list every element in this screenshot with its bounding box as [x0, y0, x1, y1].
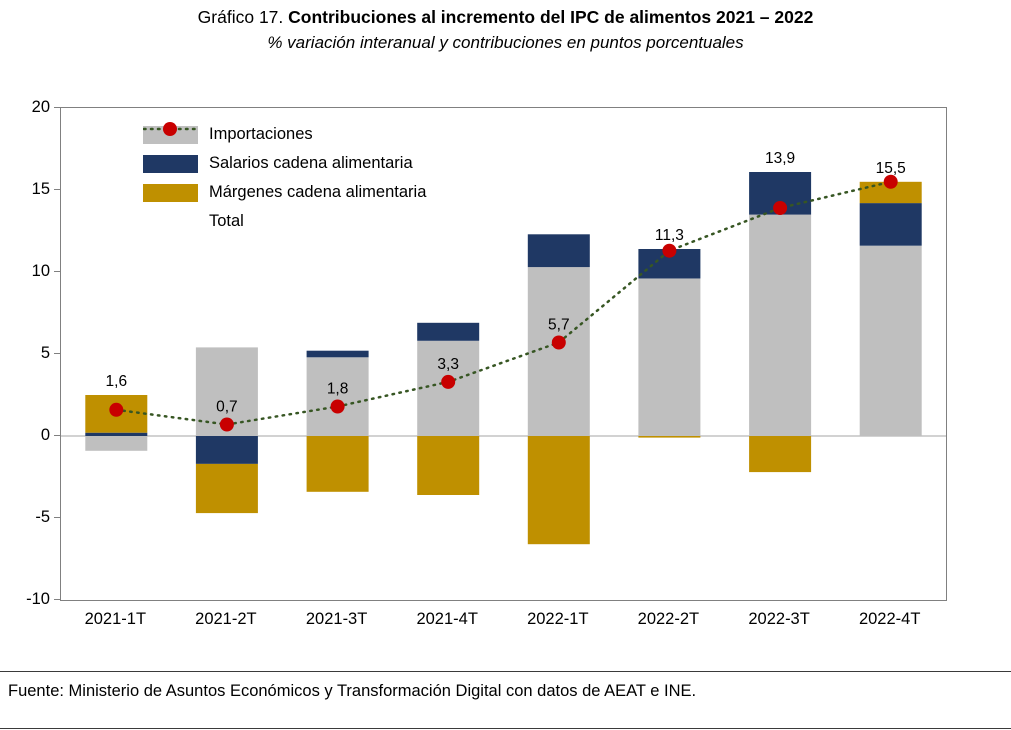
bar-segment: [195, 463, 258, 514]
data-label: 1,6: [106, 373, 128, 390]
y-tick-label: 10: [31, 262, 50, 280]
data-label: 13,9: [765, 150, 795, 167]
x-tick-label: 2021-4T: [416, 610, 478, 628]
bar-segment: [749, 436, 812, 473]
bar-segment: [859, 181, 922, 204]
bar-segment: [859, 203, 922, 246]
legend-label: Total: [209, 212, 244, 230]
total-marker: [109, 402, 124, 417]
x-tick-label: 2021-1T: [84, 610, 147, 628]
x-tick-label: 2021-2T: [195, 610, 257, 628]
y-tick-mark: [54, 517, 60, 518]
legend-item: Márgenes cadena alimentaria: [143, 178, 426, 207]
x-tick-label: 2022-4T: [858, 610, 921, 628]
legend-total-line-icon: [143, 122, 198, 231]
legend-label: Márgenes cadena alimentaria: [209, 183, 427, 201]
data-label: 0,7: [216, 399, 238, 416]
data-label: 3,3: [437, 356, 459, 373]
bar-segment: [85, 432, 148, 436]
legend-label: Salarios cadena alimentaria: [209, 154, 413, 172]
bar-segment: [638, 278, 701, 436]
x-tick-label: 2022-3T: [748, 610, 810, 628]
y-tick-label: 5: [40, 344, 50, 362]
plot-area: 1,6 0,7 1,8 3,3 5,7 11,3 13,9 15,5 Importacione…: [60, 107, 947, 601]
footer-divider: [0, 671, 1011, 672]
bar-segment: [195, 436, 258, 464]
y-tick-label: 15: [31, 180, 50, 198]
y-tick-mark: [54, 599, 60, 600]
data-label: 11,3: [655, 227, 684, 244]
total-marker: [219, 417, 234, 432]
legend-item: Total: [143, 122, 426, 236]
data-label: 5,7: [548, 317, 570, 334]
bar-segment: [306, 357, 369, 436]
total-marker: [330, 399, 345, 414]
bar-segment: [527, 436, 590, 545]
y-tick-label: 0: [40, 426, 50, 444]
bar-segment: [527, 234, 590, 268]
bar-segment: [527, 267, 590, 436]
chart-title-text: Contribuciones al incremento del IPC de …: [288, 7, 814, 27]
bar-segment: [859, 245, 922, 436]
legend-swatch: [143, 183, 198, 202]
y-tick-label: 20: [31, 98, 50, 116]
bar-segment: [85, 436, 148, 451]
x-tick-label: 2022-2T: [637, 610, 700, 628]
legend-label: Importaciones: [209, 125, 313, 143]
y-tick-mark: [54, 271, 60, 272]
y-tick-mark: [54, 435, 60, 436]
y-tick-label: -5: [35, 508, 50, 526]
total-marker: [662, 243, 677, 258]
total-marker: [441, 374, 456, 389]
bar-segment: [417, 436, 480, 495]
source-note: Fuente: Ministerio de Asuntos Económicos…: [8, 682, 697, 700]
x-tick-label: 2021-3T: [305, 610, 368, 628]
bar-segment: [417, 322, 480, 341]
data-label: 1,8: [327, 381, 349, 398]
legend-swatch: [143, 154, 198, 173]
chart-subtitle: % variación interanual y contribuciones …: [267, 33, 744, 52]
y-tick-mark: [54, 189, 60, 190]
legend-item: Salarios cadena alimentaria: [143, 149, 426, 178]
bar-segment: [306, 350, 369, 358]
page-title: Gráfico 17. Contribuciones al incremento…: [0, 7, 1011, 28]
chart-canvas: 1,6 0,7 1,8 3,3 5,7 11,3 13,9 15,5: [61, 150, 946, 545]
bar-segment: [749, 214, 812, 436]
bottom-border: [0, 728, 1011, 729]
chart-number: Gráfico 17.: [197, 7, 289, 27]
x-tick-label: 2022-1T: [527, 610, 589, 628]
bar-segment: [306, 436, 369, 492]
total-marker: [773, 201, 788, 215]
chart-legend: Importaciones Salarios cadena alimentaria…: [143, 120, 426, 236]
bar-segment: [638, 436, 701, 438]
y-tick-label: -10: [26, 590, 50, 608]
total-marker: [551, 335, 566, 350]
y-tick-mark: [54, 107, 60, 108]
data-label: 15,5: [876, 160, 906, 177]
total-marker: [883, 174, 898, 189]
y-tick-mark: [54, 353, 60, 354]
